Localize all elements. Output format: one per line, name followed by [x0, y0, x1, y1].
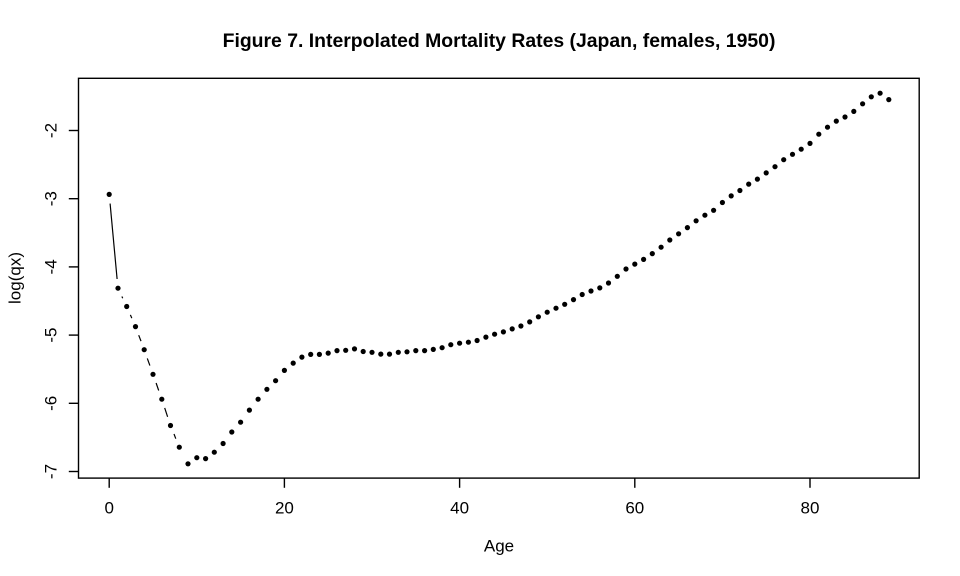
svg-text:-4: -4: [42, 259, 61, 274]
svg-text:-5: -5: [42, 328, 61, 343]
svg-text:0: 0: [104, 499, 113, 518]
svg-text:Age: Age: [484, 537, 514, 556]
svg-text:log(qx): log(qx): [6, 252, 25, 304]
svg-text:80: 80: [801, 499, 820, 518]
svg-text:40: 40: [450, 499, 469, 518]
svg-text:Figure 7. Interpolated Mortali: Figure 7. Interpolated Mortality Rates (…: [223, 30, 776, 52]
svg-text:-2: -2: [42, 123, 61, 138]
svg-text:-3: -3: [42, 191, 61, 206]
svg-text:20: 20: [275, 499, 294, 518]
svg-text:60: 60: [625, 499, 644, 518]
svg-text:-7: -7: [42, 464, 61, 479]
svg-text:-6: -6: [42, 396, 61, 411]
